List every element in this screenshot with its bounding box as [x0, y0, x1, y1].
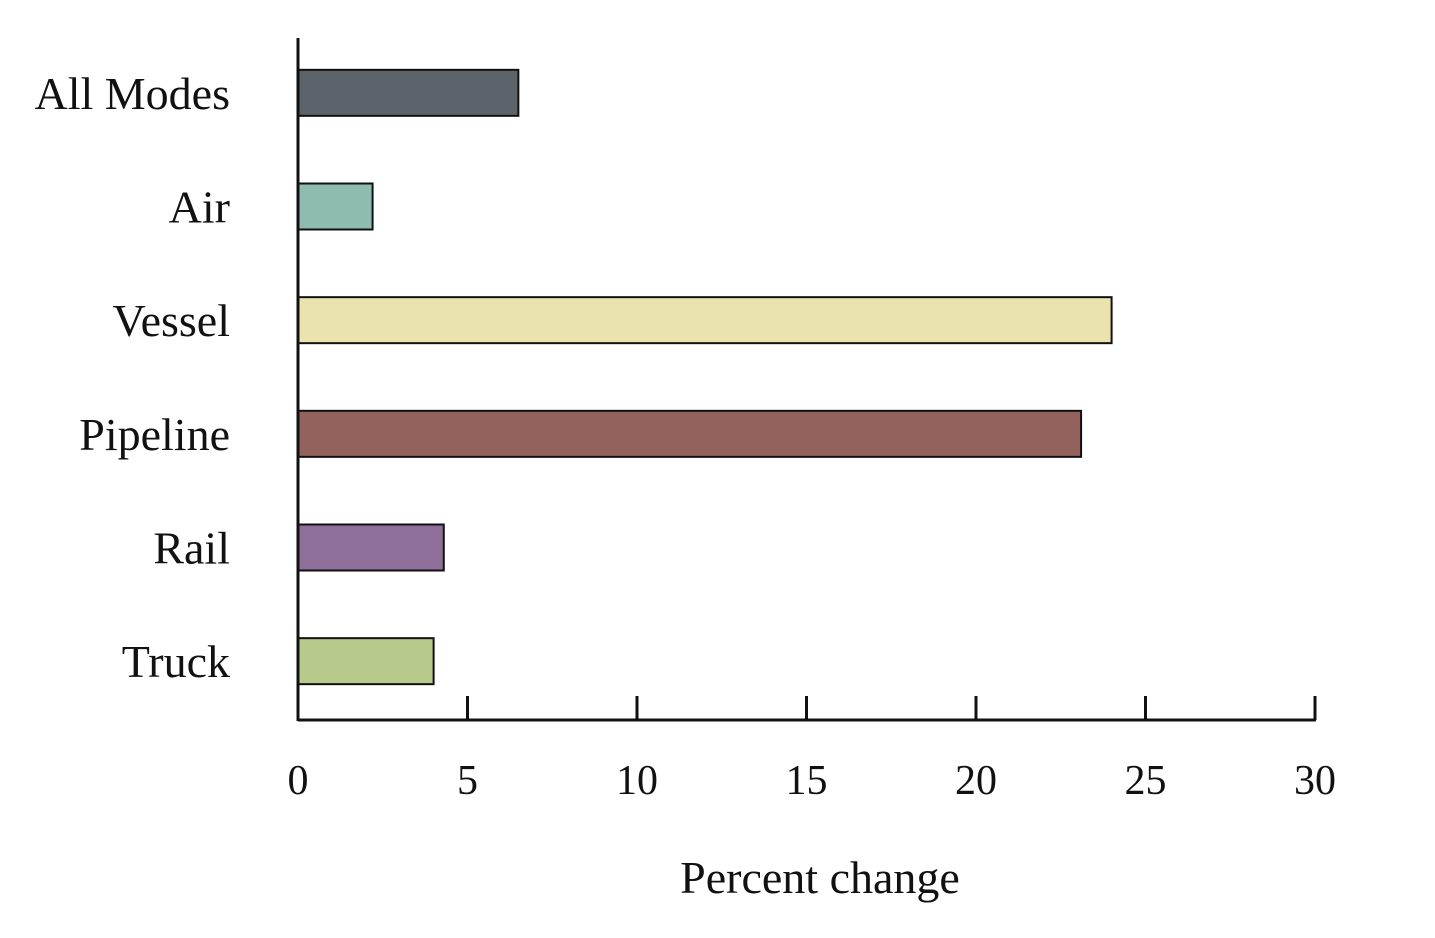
x-tick-label-5: 5	[457, 758, 478, 804]
x-tick-label-25: 25	[1125, 758, 1167, 804]
bar-rail	[297, 523, 445, 572]
bar-all-modes	[297, 68, 520, 117]
x-tick-label-0: 0	[288, 758, 309, 804]
category-label-air: Air	[169, 182, 230, 233]
bar-vessel	[297, 296, 1113, 345]
x-tick-label-30: 30	[1294, 758, 1336, 804]
bars-group	[297, 68, 1113, 686]
category-label-rail: Rail	[153, 523, 230, 574]
bar-truck	[297, 637, 435, 686]
x-tick-label-15: 15	[786, 758, 828, 804]
category-labels: All Modes Air Vessel Pipeline Rail Truck	[35, 68, 231, 687]
x-tick-labels: 0 5 10 15 20 25 30	[288, 758, 1337, 804]
category-label-pipeline: Pipeline	[79, 409, 230, 460]
bar-pipeline	[297, 409, 1083, 458]
bar-air	[297, 182, 374, 231]
category-label-all-modes: All Modes	[35, 68, 231, 119]
x-axis-ticks	[466, 696, 1317, 720]
x-tick-label-20: 20	[955, 758, 997, 804]
category-label-truck: Truck	[122, 636, 230, 687]
x-axis-title: Percent change	[680, 852, 960, 903]
category-label-vessel: Vessel	[112, 295, 230, 346]
x-tick-label-10: 10	[616, 758, 658, 804]
